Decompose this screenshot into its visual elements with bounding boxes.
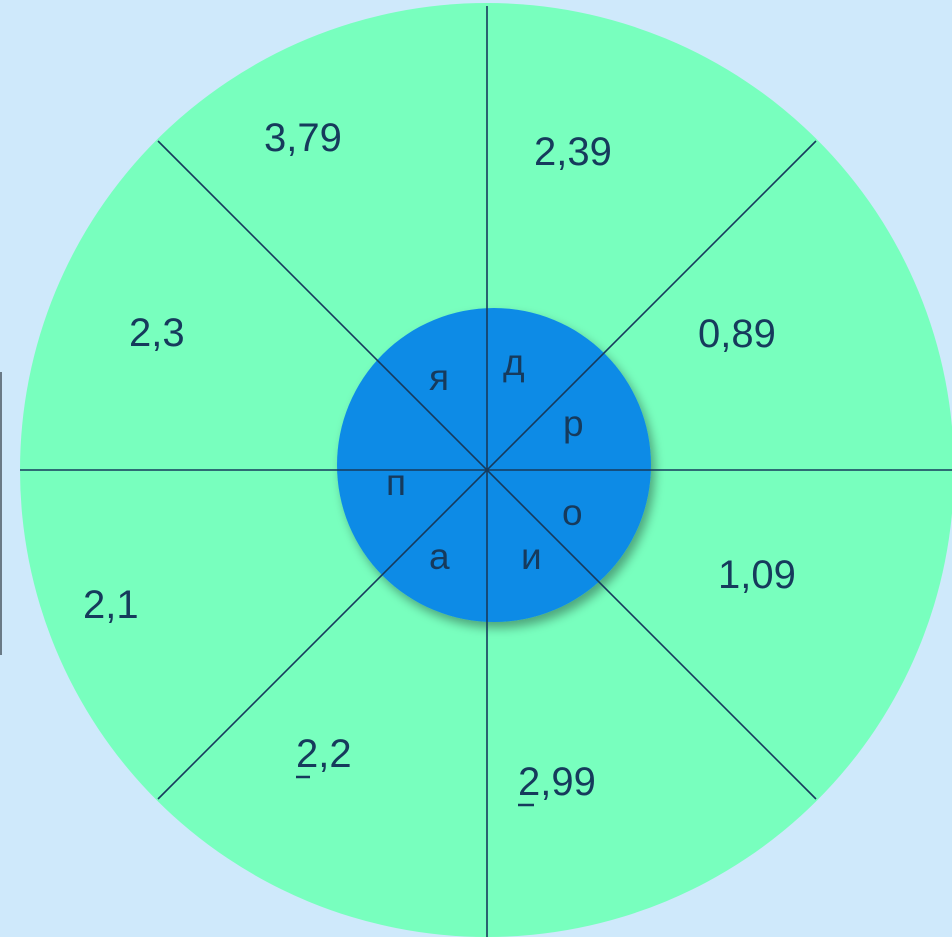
left-edge-bar bbox=[0, 372, 2, 655]
value-top-left: 3,79 bbox=[264, 116, 342, 160]
value-left-lower: 2,1 bbox=[83, 583, 139, 627]
letter-top-right: д bbox=[503, 342, 525, 383]
outer-values: 3,79 2,39 0,89 1,09 2,99 2,2 2,1 2,3 bbox=[83, 116, 796, 807]
value-right-lower: 1,09 bbox=[718, 553, 796, 597]
inner-letters: д р о и а п я bbox=[386, 342, 584, 577]
value-right-upper: 0,89 bbox=[698, 312, 776, 356]
value-left-upper: 2,3 bbox=[129, 311, 185, 355]
letter-top-left: я bbox=[429, 357, 449, 398]
inner-disc bbox=[337, 308, 651, 622]
letter-right-lower: о bbox=[562, 492, 583, 533]
division-lines bbox=[20, 6, 952, 937]
letter-bottom-right: и bbox=[521, 536, 542, 577]
letter-left-upper: п bbox=[386, 462, 406, 503]
diagonal-line-b bbox=[157, 140, 817, 800]
letter-right-upper: р bbox=[563, 403, 584, 444]
value-top-right: 2,39 bbox=[534, 130, 612, 174]
letter-bottom-left: а bbox=[429, 536, 450, 577]
value-bottom-right: 2,99 bbox=[518, 760, 596, 804]
value-bottom-left: 2,2 bbox=[296, 732, 352, 776]
